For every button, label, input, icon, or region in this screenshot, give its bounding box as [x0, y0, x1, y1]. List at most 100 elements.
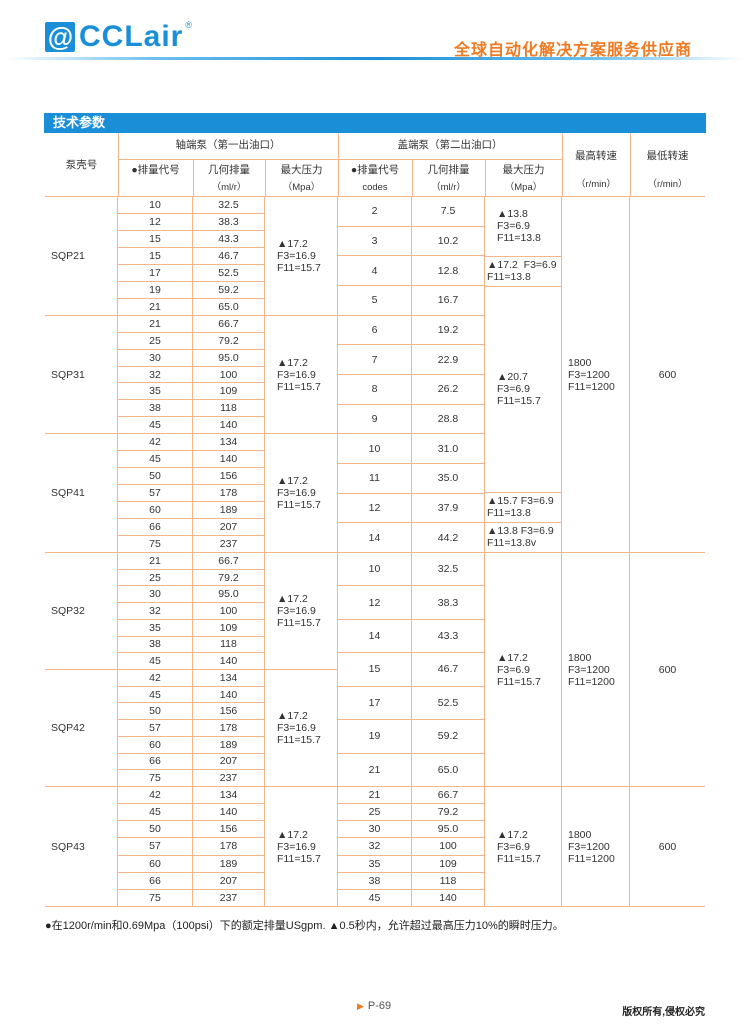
page-arrow-icon: ▶	[357, 1001, 364, 1011]
shaft-code: 45	[118, 451, 192, 469]
cover-code: 10	[338, 434, 411, 465]
slogan: 全球自动化解决方案服务供应商	[453, 42, 692, 59]
shaft-displacement: 46.7	[193, 248, 264, 265]
shaft-max-pressure: ▲17.2 F3=16.9 F11=15.7	[265, 316, 337, 435]
shaft-code: 25	[118, 570, 192, 587]
table-column: 7.5 10.2 12.8 16.7 19.2 22.9 26.2 28.8 31.0 35.0 3…	[412, 197, 485, 552]
shaft-code: 75	[149, 891, 161, 904]
shaft-code: 42	[118, 670, 192, 687]
shaft-code: 17	[118, 265, 192, 282]
cover-displacement: 37.9	[412, 494, 484, 524]
cover-displacement: 44.2	[437, 531, 459, 544]
shaft-max-pressure: ▲17.2 F3=16.9 F11=15.7	[265, 553, 337, 670]
shaft-code: 45	[118, 687, 192, 704]
table-column: SQP32 SQP42	[45, 553, 118, 786]
shell-name: SQP32	[45, 553, 117, 670]
shaft-code: 21	[118, 316, 192, 333]
cover-displacement: 28.8	[412, 405, 484, 435]
table-column: 1800 F3=1200 F11=1200	[562, 787, 630, 906]
shaft-code: 15	[118, 248, 192, 265]
table-column: 66.7 79.2 95.0 100 109 118 140 134 140 156 178 189 2…	[193, 553, 265, 786]
shaft-code: 45	[118, 653, 192, 671]
shaft-code: 50	[118, 821, 192, 839]
table-column: ▲17.2 F3=16.9 F11=15.7	[265, 787, 338, 906]
shaft-displacement: 65.0	[193, 299, 264, 316]
table-section: SQP43 42 45 50 57 60 66 75 134 140 156 178 189 207 237…	[45, 787, 705, 907]
shaft-code: 75	[149, 538, 161, 551]
cover-code: 2	[338, 197, 411, 227]
table-column: 32.5 38.3 43.3 46.7 52.5 59.2 65.0 66.7 79.2 95.0…	[193, 197, 265, 552]
header-displacement-2: 几何排量	[427, 164, 470, 176]
shaft-code: 42	[118, 787, 192, 805]
shaft-displacement: 156	[193, 821, 264, 839]
shaft-code: 21	[118, 553, 192, 570]
shaft-displacement: 109	[193, 620, 264, 637]
shaft-max-pressure: ▲17.2 F3=16.9 F11=15.7	[277, 710, 321, 746]
cover-max-pressure: ▲17.2 F3=6.9 F11=15.7	[497, 828, 541, 865]
logo: @ CCLair ®	[45, 20, 192, 53]
shaft-code: 35	[118, 620, 192, 637]
table-column: 1800 F3=1200 F11=1200	[562, 197, 630, 552]
cover-displacement: 95.0	[412, 821, 484, 839]
cover-displacement: 16.7	[412, 286, 484, 316]
shaft-displacement: 59.2	[193, 282, 264, 299]
cover-max-pressure: ▲13.8 F3=6.9 F11=13.8	[485, 197, 561, 257]
logo-text: CCLair	[79, 20, 184, 53]
header-pressure-unit-2: （Mpa）	[504, 182, 543, 193]
shaft-code: 10	[118, 197, 192, 214]
shaft-code: 32	[118, 603, 192, 620]
cover-code: 32	[338, 838, 411, 856]
shaft-displacement: 237	[219, 772, 238, 785]
cover-displacement: 22.9	[412, 345, 484, 376]
cover-displacement: 10.2	[412, 227, 484, 257]
cover-code: 14	[338, 620, 411, 654]
header-max-speed: 最高转速	[575, 150, 617, 162]
shaft-displacement: 140	[193, 804, 264, 822]
shaft-displacement: 207	[193, 754, 264, 771]
shaft-displacement: 109	[193, 383, 264, 401]
table-column: 1800 F3=1200 F11=1200	[562, 553, 630, 786]
shaft-code: 15	[118, 231, 192, 248]
cover-code: 5	[338, 286, 411, 316]
shell-name: SQP21	[45, 197, 117, 316]
cover-code: 8	[338, 375, 411, 405]
header-min-speed-unit: （r/min）	[647, 179, 688, 190]
shaft-displacement: 140	[193, 687, 264, 704]
shaft-code: 42	[118, 434, 192, 452]
cover-code: 12	[338, 494, 411, 524]
logo-mark-icon: @	[45, 22, 75, 52]
cover-displacement: 118	[412, 873, 484, 890]
shell-name: SQP31	[45, 316, 117, 435]
shell-name: SQP42	[51, 722, 85, 734]
cover-code: 12	[338, 586, 411, 620]
shaft-displacement: 178	[193, 838, 264, 856]
shaft-code: 32	[118, 367, 192, 384]
shell-name: SQP41	[51, 487, 85, 500]
cover-code: 45	[368, 891, 381, 904]
shaft-displacement: 178	[193, 485, 264, 503]
section-title: 技术参数	[44, 113, 706, 133]
header-max-pressure: 最大压力	[280, 164, 323, 176]
cover-displacement: 32.5	[412, 553, 484, 587]
shaft-displacement: 118	[193, 637, 264, 654]
shaft-displacement: 140	[193, 451, 264, 469]
cover-code: 14	[368, 531, 381, 544]
table-column: 2 3 4 5 6 7 8 9 10 11 12 14	[338, 197, 412, 552]
header-displacement: 几何排量	[208, 164, 250, 176]
shaft-code: 25	[118, 333, 192, 350]
cover-code: 4	[338, 256, 411, 287]
table-header: 泵壳号 轴端泵（第一出油口） 盖端泵（第二出油口） ●排量代号 几何排量 （ml…	[45, 133, 705, 197]
shaft-displacement: 32.5	[193, 197, 264, 214]
cover-max-pressure: ▲15.7 F3=6.9 F11=13.8	[485, 493, 561, 523]
shaft-displacement: 118	[193, 400, 264, 418]
cover-code: 10	[338, 553, 411, 587]
max-speed: 1800 F3=1200 F11=1200	[568, 828, 615, 865]
table-column: 42 45 50 57 60 66 75	[118, 787, 193, 906]
min-speed: 600	[658, 663, 677, 676]
cover-code: 38	[338, 873, 411, 890]
shaft-code: 66	[118, 873, 192, 890]
shaft-displacement: 100	[193, 367, 264, 384]
shaft-displacement: 79.2	[193, 570, 264, 587]
cover-code: 9	[338, 405, 411, 435]
shaft-code: 38	[118, 400, 192, 418]
